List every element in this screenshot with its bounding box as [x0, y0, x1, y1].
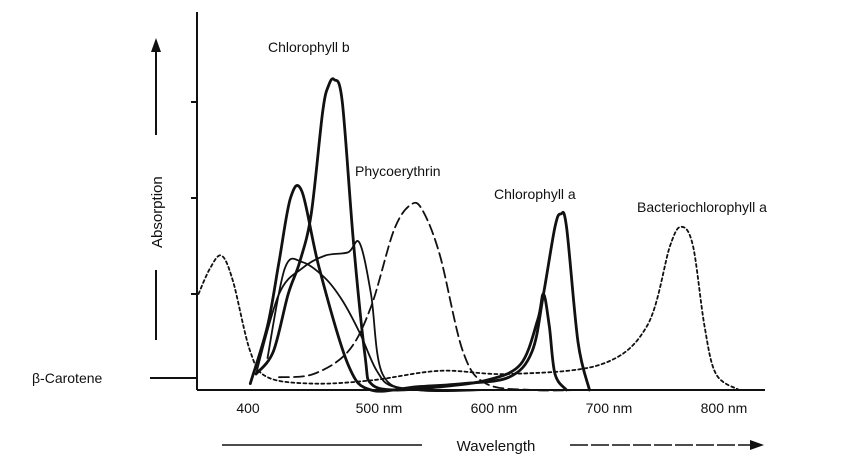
- x-axis-title-group: Wavelength: [222, 438, 764, 455]
- x-tick-label-0: 400: [236, 400, 260, 416]
- x-tick-label-4: 800 nm: [701, 400, 748, 416]
- series-curves: [197, 77, 740, 393]
- series-line-unlabeled-4: [255, 240, 487, 393]
- label-phycoerythrin: Phycoerythrin: [355, 163, 441, 179]
- x-axis-title: Wavelength: [457, 438, 536, 455]
- y-axis-title: Absorption: [149, 176, 166, 248]
- series-line-chlorophyll-a: [248, 183, 591, 393]
- y-arrow-head: [151, 38, 161, 52]
- label-bacteriochlorophyll-a: Bacteriochlorophyll a: [637, 199, 767, 215]
- x-ticks: 400 500 nm 600 nm 700 nm 800 nm: [236, 400, 747, 416]
- series-line-unlabeled-5: [266, 257, 441, 391]
- y-axis-title-group: Absorption: [149, 38, 166, 340]
- series-line-chlorophyll-b: [254, 77, 568, 392]
- x-tick-label-3: 700 nm: [586, 400, 633, 416]
- label-chlorophyll-a: Chlorophyll a: [494, 186, 576, 202]
- x-arrow-head: [750, 440, 764, 450]
- label-beta-carotene: β-Carotene: [32, 370, 103, 386]
- x-tick-label-1: 500 nm: [356, 400, 403, 416]
- y-ticks: [191, 101, 197, 295]
- series-line-bacteriochlorophyll-a: [197, 225, 740, 391]
- x-tick-label-2: 600 nm: [471, 400, 518, 416]
- label-chlorophyll-b: Chlorophyll b: [268, 39, 350, 55]
- series-line-phycoerythrin: [278, 201, 579, 392]
